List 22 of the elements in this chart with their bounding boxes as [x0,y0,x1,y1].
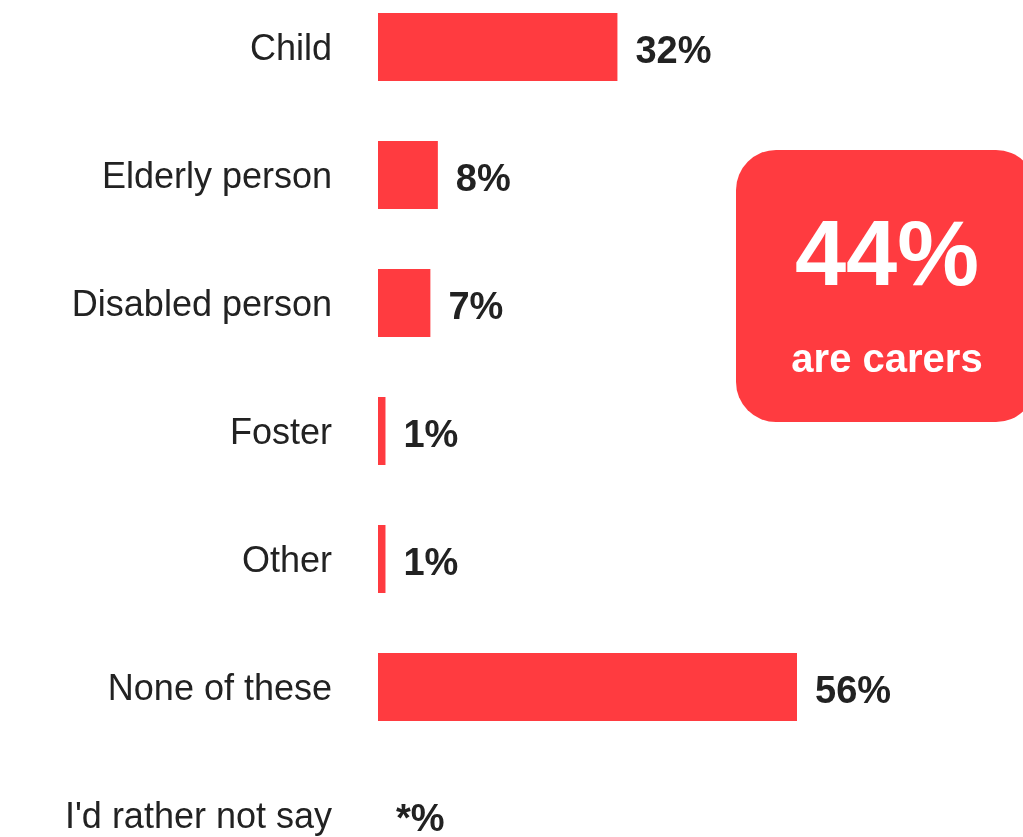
y-tick-label: Other [241,538,332,580]
bar [378,397,386,465]
y-tick-label: Foster [229,410,332,452]
annotation: 44% [794,202,980,304]
bar [378,653,797,721]
y-tick-label: Disabled person [71,282,332,324]
y-tick-label: I'd rather not say [64,794,332,836]
annotation: are carers [791,336,983,380]
data-label: 8% [455,157,511,199]
y-tick-label: Child [249,26,332,68]
bar [378,13,618,81]
data-label: 1% [403,413,459,455]
text: *% [396,797,445,837]
y-tick-label: None of these [107,666,332,708]
bar [378,269,431,337]
data-label: 7% [448,285,504,327]
bar [378,141,438,209]
data-label: 32% [635,29,712,71]
data-label: 56% [815,669,892,711]
data-label: 1% [403,541,459,583]
bar [378,525,386,593]
y-tick-label: Elderly person [101,154,332,196]
